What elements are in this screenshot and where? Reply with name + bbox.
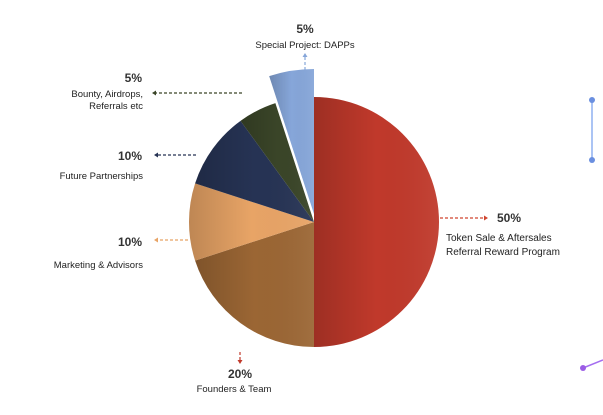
- decorative-dot: [580, 365, 586, 371]
- callout-arrowhead: [154, 237, 158, 243]
- decorative-dot: [589, 157, 595, 163]
- slice-category-label: Marketing & Advisors: [54, 260, 143, 271]
- pie-slice-shading: [195, 120, 314, 222]
- slice-category-label: Founders & Team: [197, 384, 272, 395]
- decorative-line: [582, 359, 603, 369]
- callout-arrowhead: [154, 152, 158, 158]
- pie-slices: [189, 69, 439, 347]
- callout-arrowhead: [152, 90, 156, 96]
- slice-category-label: Bounty, Airdrops,: [71, 89, 143, 100]
- slice-category-label: Future Partnerships: [60, 171, 144, 182]
- slice-percent-label: 5%: [296, 22, 314, 36]
- slice-category-label: Token Sale & Aftersales: [446, 233, 552, 244]
- slice-category-label: Referral Reward Program: [446, 247, 560, 258]
- slice-percent-label: 50%: [497, 211, 521, 225]
- pie-slice-shading: [195, 222, 314, 347]
- decorative-dot: [589, 97, 595, 103]
- slice-percent-label: 5%: [125, 71, 143, 85]
- callout-arrowhead: [302, 53, 308, 57]
- slice-percent-label: 20%: [228, 367, 252, 381]
- decorative-accents: [580, 97, 603, 371]
- slice-percent-label: 10%: [118, 149, 142, 163]
- callout-leaders: [152, 53, 488, 364]
- pie-slice-shading: [314, 97, 439, 347]
- slice-percent-label: 10%: [118, 235, 142, 249]
- callout-arrowhead: [484, 215, 488, 221]
- pie-slice-shading: [269, 69, 314, 214]
- slice-category-label: Special Project: DAPPs: [255, 40, 355, 51]
- callout-arrowhead: [237, 360, 243, 364]
- pie-slice-shading: [189, 183, 314, 261]
- callout-labels: 50% Token Sale & Aftersales Referral Rewar…: [54, 22, 560, 395]
- pie-slice-shading: [240, 103, 314, 222]
- slice-category-label: Referrals etc: [89, 101, 143, 112]
